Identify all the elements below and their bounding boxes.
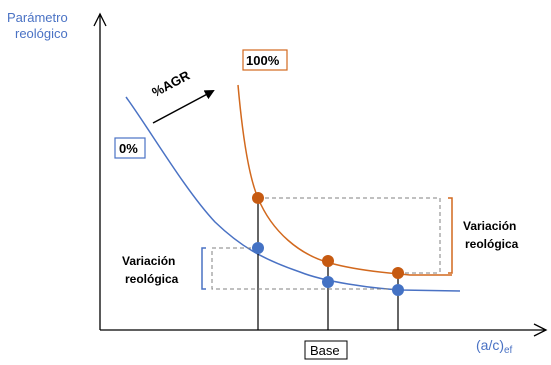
box-100 xyxy=(242,49,288,71)
y-axis-arrowhead xyxy=(93,12,107,27)
x-axis-arrowhead xyxy=(533,323,548,337)
left-variation-line2: reológica xyxy=(125,272,179,286)
right-variation-line1: Variación xyxy=(463,219,517,233)
point-orange-base xyxy=(252,192,264,204)
y-axis-label-line1: Parámetro xyxy=(7,10,68,25)
x-axis-label-sub: ef xyxy=(504,345,513,356)
curve-100-percent xyxy=(237,84,452,276)
label-100-percent: 100% xyxy=(246,53,280,68)
point-blue-right xyxy=(392,284,404,296)
dashed-left-box xyxy=(211,247,398,290)
y-axis-label-line2: reológico xyxy=(15,26,68,41)
agr-arrow xyxy=(152,90,215,124)
right-variation-line2: reológica xyxy=(465,237,519,251)
dashed-top-orange xyxy=(258,197,441,273)
point-blue-middle xyxy=(322,276,334,288)
x-axis-label: (a/c)ef xyxy=(476,337,513,356)
left-variation-line1: Variación xyxy=(122,254,176,268)
bracket-right-orange xyxy=(448,197,453,274)
box-base xyxy=(304,340,348,360)
x-axis-label-main: (a/c) xyxy=(476,337,504,353)
point-orange-middle xyxy=(322,255,334,267)
curve-0-percent xyxy=(125,96,461,292)
bracket-left-blue xyxy=(201,247,206,290)
point-blue-base xyxy=(252,242,264,254)
base-label: Base xyxy=(310,343,340,358)
label-0-percent: 0% xyxy=(119,141,138,156)
box-0 xyxy=(114,137,146,159)
point-orange-right xyxy=(392,267,404,279)
